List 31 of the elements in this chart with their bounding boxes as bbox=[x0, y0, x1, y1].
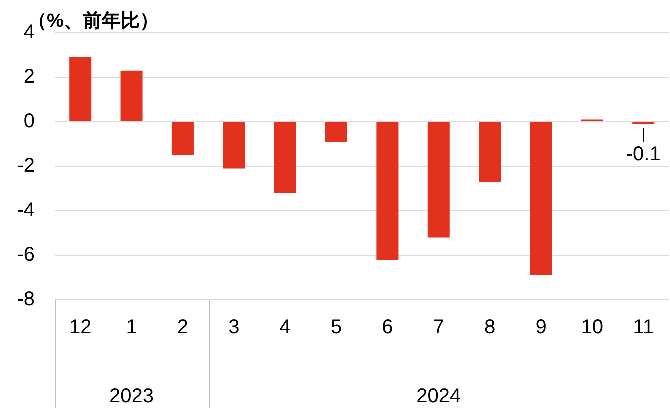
bar bbox=[376, 122, 399, 260]
x-tick-label: 9 bbox=[536, 316, 547, 339]
bar bbox=[479, 122, 502, 182]
x-tick-label: 5 bbox=[330, 316, 342, 339]
bar bbox=[70, 57, 92, 122]
y-tick-label: 2 bbox=[24, 66, 35, 88]
y-tick-label: 0 bbox=[24, 110, 35, 133]
text: 2024 bbox=[416, 386, 462, 408]
x-tick-label: 1 bbox=[126, 316, 138, 339]
bar bbox=[274, 122, 296, 194]
x-tick-label: 3 bbox=[228, 316, 240, 339]
y-tick-label: -4 bbox=[17, 200, 35, 222]
y-tick-label: -8 bbox=[17, 288, 35, 311]
x-tick-label: 2 bbox=[177, 316, 189, 339]
bar bbox=[172, 122, 194, 156]
data-label: -0.1 bbox=[626, 144, 661, 166]
x-tick-label: 6 bbox=[382, 316, 394, 339]
y-tick-label: -6 bbox=[17, 244, 35, 266]
x-tick-label: 12 bbox=[69, 316, 92, 339]
x-tick-label: 11 bbox=[633, 316, 654, 339]
bar bbox=[428, 122, 450, 238]
text: 2023 bbox=[110, 386, 154, 408]
bar bbox=[120, 70, 143, 122]
bar bbox=[326, 122, 348, 142]
bar bbox=[530, 122, 552, 276]
x-tick-label: 4 bbox=[280, 316, 291, 339]
x-tick-label: 7 bbox=[433, 316, 444, 339]
x-tick-label: 10 bbox=[581, 316, 604, 339]
bar bbox=[223, 122, 246, 169]
x-tick-label: 8 bbox=[484, 316, 496, 339]
y-tick-label: -2 bbox=[17, 155, 35, 178]
